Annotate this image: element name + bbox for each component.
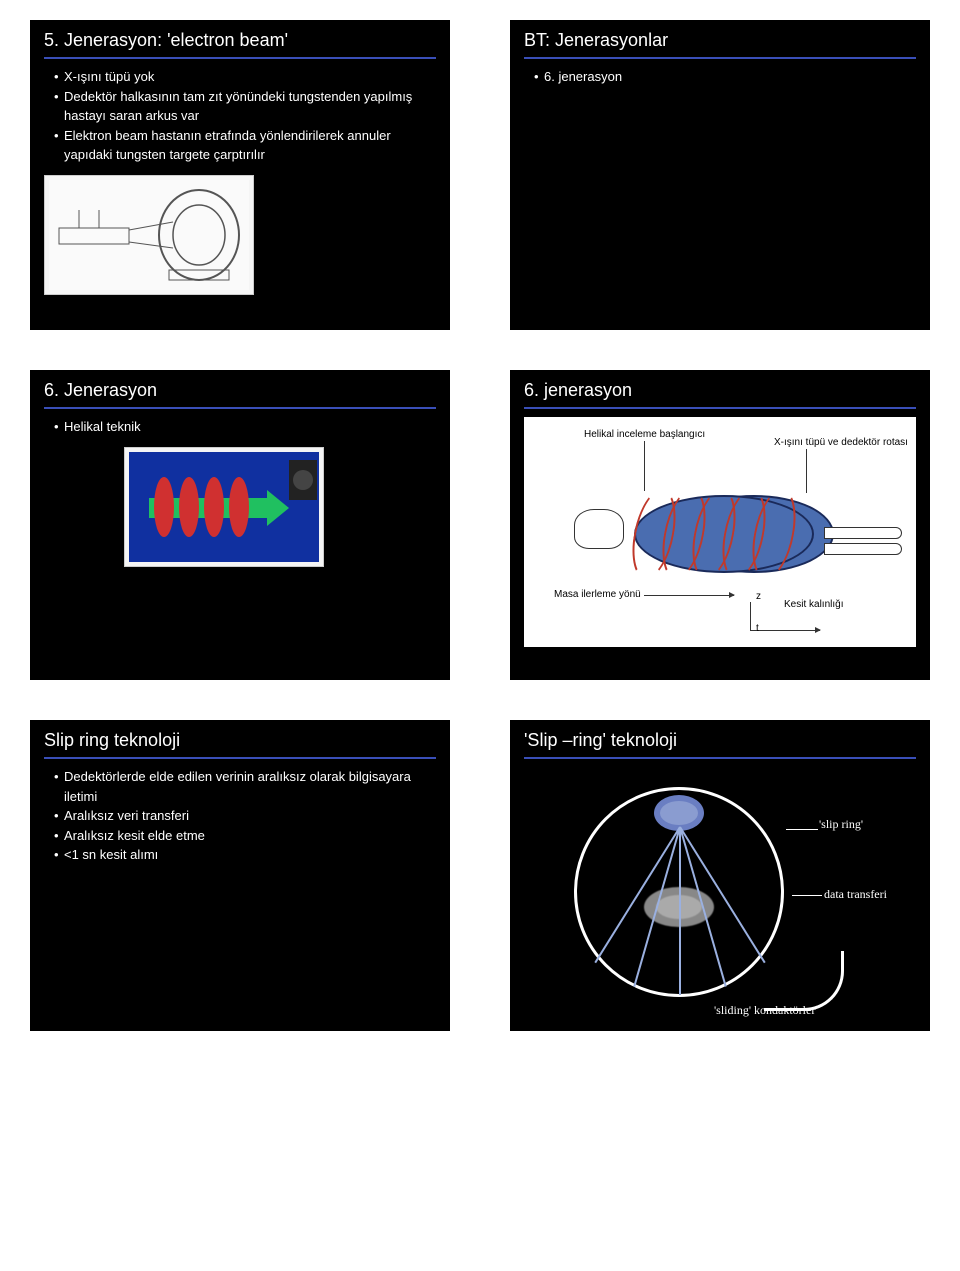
beam-line [679, 827, 681, 995]
helical-technique-image [124, 447, 324, 567]
label-table: Masa ilerleme yönü [554, 589, 641, 600]
label-thickness: Kesit kalınlığı [784, 599, 843, 610]
slide-title: Slip ring teknoloji [44, 730, 436, 759]
slide-6-jenerasyon-b: 6. jenerasyon Helikal inceleme başlangıc… [510, 370, 930, 680]
slide-title: 'Slip –ring' teknoloji [524, 730, 916, 759]
bullet-item: <1 sn kesit alımı [54, 845, 436, 865]
bullet-list: 6. jenerasyon [524, 67, 916, 87]
page-container: 5. Jenerasyon: 'electron beam' X-ışını t… [0, 0, 960, 1271]
bullet-item: Dedektörlerde elde edilen verinin aralık… [54, 767, 436, 806]
slide-slip-ring-b: 'Slip –ring' teknoloji 'slip ring' data … [510, 720, 930, 1031]
axis-z-label: z [756, 591, 761, 602]
bullet-item: Dedektör halkasının tam zıt yönündeki tu… [54, 87, 436, 126]
row-2: 6. Jenerasyon Helikal teknik [30, 370, 930, 680]
slide-title: 5. Jenerasyon: 'electron beam' [44, 30, 436, 59]
bullet-list: Helikal teknik [44, 417, 436, 437]
pointer-line [786, 829, 818, 830]
slide-title: BT: Jenerasyonlar [524, 30, 916, 59]
pointer-line [644, 441, 645, 491]
bullet-item: Helikal teknik [54, 417, 436, 437]
helical-body-diagram: Helikal inceleme başlangıcı X-ışını tüpü… [524, 417, 916, 647]
patient-legs [824, 527, 904, 557]
label-data-transfer: data transferi [824, 887, 887, 902]
row-1: 5. Jenerasyon: 'electron beam' X-ışını t… [30, 20, 930, 330]
bullet-list: X-ışını tüpü yok Dedektör halkasının tam… [44, 67, 436, 165]
slide-6-jenerasyon-a: 6. Jenerasyon Helikal teknik [30, 370, 450, 680]
slip-ring-diagram: 'slip ring' data transferi 'sliding' kon… [524, 767, 916, 1017]
bullet-item: Aralıksız veri transferi [54, 806, 436, 826]
axis-t-label: t [756, 623, 759, 634]
slide-title: 6. jenerasyon [524, 380, 916, 409]
label-tube: X-ışını tüpü ve dedektör rotası [774, 437, 908, 448]
ebct-schematic-image [44, 175, 254, 295]
slide-bt-jenerasyonlar: BT: Jenerasyonlar 6. jenerasyon [510, 20, 930, 330]
label-slip-ring: 'slip ring' [819, 817, 863, 832]
t-axis-line [750, 602, 751, 630]
slide-slip-ring-a: Slip ring teknoloji Dedektörlerde elde e… [30, 720, 450, 1031]
bullet-item: Elektron beam hastanın etrafında yönlend… [54, 126, 436, 165]
pointer-line [792, 895, 822, 896]
row-3: Slip ring teknoloji Dedektörlerde elde e… [30, 720, 930, 1031]
bullet-item: 6. jenerasyon [534, 67, 916, 87]
bullet-item: X-ışını tüpü yok [54, 67, 436, 87]
table-arrow [644, 595, 734, 596]
label-start: Helikal inceleme başlangıcı [584, 429, 705, 440]
bullet-list: Dedektörlerde elde edilen verinin aralık… [44, 767, 436, 865]
slide-title: 6. Jenerasyon [44, 380, 436, 409]
pointer-line [806, 449, 807, 493]
t-axis-arrow [750, 630, 820, 631]
patient-head [574, 509, 624, 549]
bullet-item: Aralıksız kesit elde etme [54, 826, 436, 846]
slide-electron-beam: 5. Jenerasyon: 'electron beam' X-ışını t… [30, 20, 450, 330]
label-sliding-conductors: 'sliding' kondaktörler [714, 1003, 815, 1018]
slip-ring-cable [764, 951, 844, 1011]
